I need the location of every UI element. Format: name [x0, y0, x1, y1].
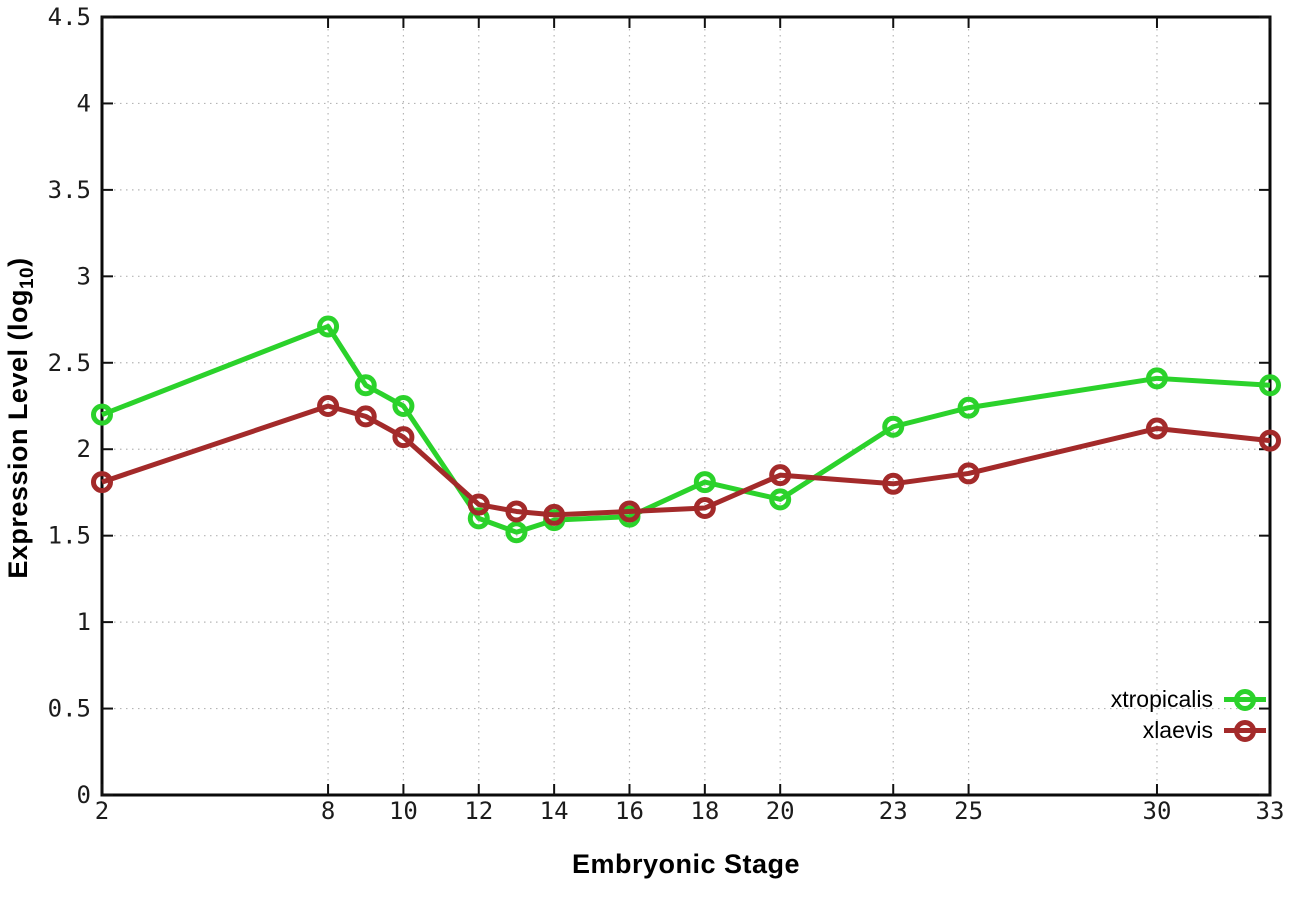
- line-marker-icon: [1224, 719, 1266, 743]
- svg-text:2: 2: [77, 435, 91, 463]
- svg-text:30: 30: [1143, 797, 1172, 825]
- svg-text:8: 8: [321, 797, 335, 825]
- legend-circle-sample: [1234, 688, 1256, 711]
- line-marker-icon: [1224, 688, 1266, 712]
- svg-text:18: 18: [690, 797, 719, 825]
- svg-text:16: 16: [615, 797, 644, 825]
- svg-text:0.5: 0.5: [48, 695, 91, 723]
- svg-text:4.5: 4.5: [48, 3, 91, 31]
- y-axis-label: Expression Level (log10): [3, 257, 39, 578]
- svg-text:23: 23: [879, 797, 908, 825]
- svg-text:10: 10: [389, 797, 418, 825]
- legend-item-xlaevis: xlaevis: [1111, 715, 1266, 746]
- svg-text:4: 4: [77, 89, 91, 117]
- x-axis-label: Embryonic Stage: [571, 849, 801, 879]
- svg-text:1.5: 1.5: [48, 522, 91, 550]
- svg-text:3: 3: [77, 262, 91, 290]
- svg-text:33: 33: [1256, 797, 1285, 825]
- y-axis-label-subscript: 10: [17, 266, 39, 290]
- svg-text:2: 2: [95, 797, 109, 825]
- y-axis-label-suffix: ): [2, 257, 33, 267]
- svg-text:1: 1: [77, 608, 91, 636]
- svg-text:2.5: 2.5: [48, 349, 91, 377]
- svg-text:0: 0: [77, 781, 91, 809]
- svg-text:3.5: 3.5: [48, 176, 91, 204]
- y-axis-label-text: Expression Level (log: [2, 289, 33, 579]
- svg-text:14: 14: [540, 797, 569, 825]
- svg-text:25: 25: [954, 797, 983, 825]
- legend: xtropicalis xlaevis: [1111, 684, 1266, 746]
- legend-label-xtropicalis: xtropicalis: [1110, 686, 1213, 712]
- svg-text:12: 12: [464, 797, 493, 825]
- legend-circle-sample: [1234, 719, 1256, 742]
- legend-label-xlaevis: xlaevis: [1142, 717, 1213, 743]
- svg-text:20: 20: [766, 797, 795, 825]
- legend-item-xtropicalis: xtropicalis: [1111, 684, 1266, 715]
